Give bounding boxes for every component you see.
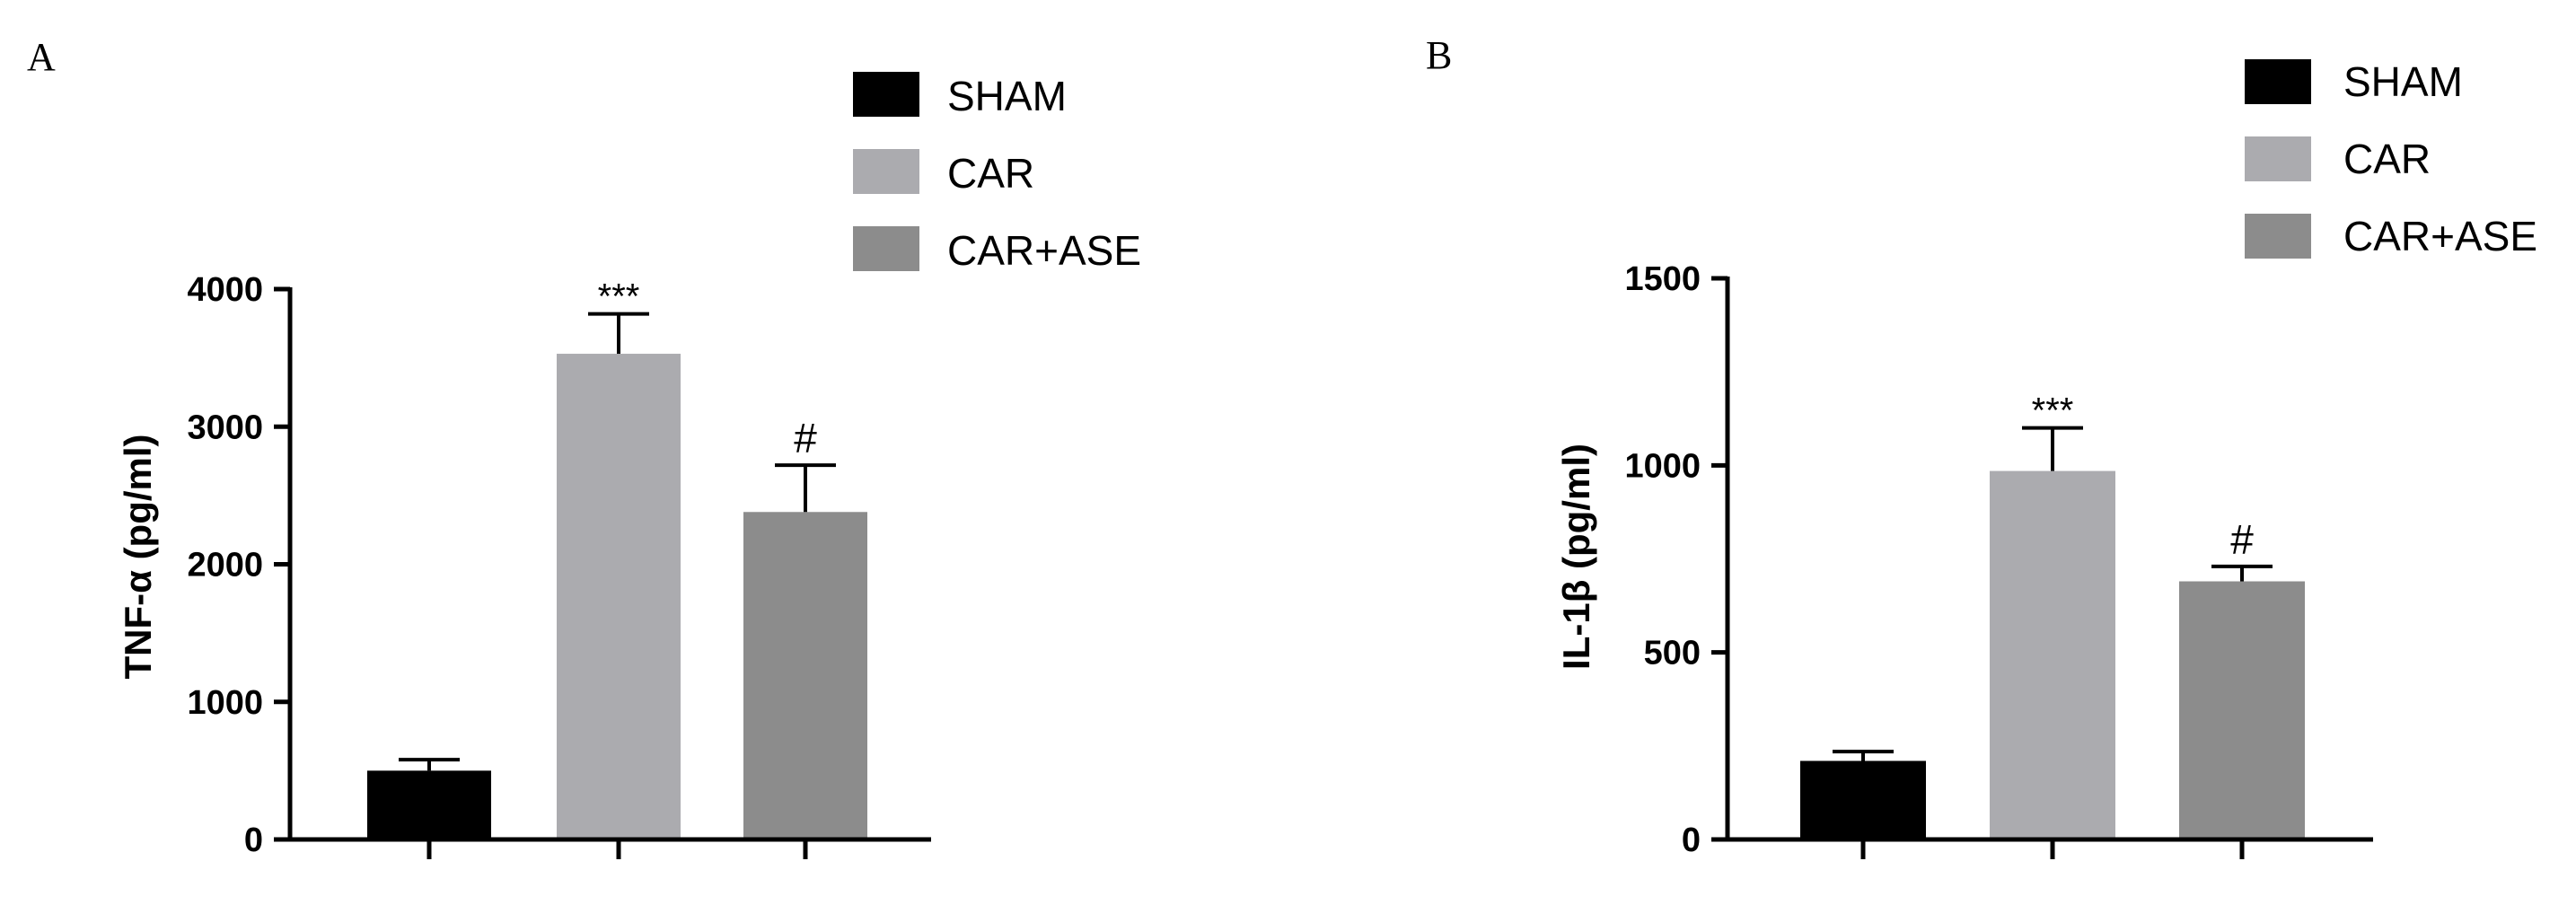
legend-swatch-car — [2245, 136, 2311, 181]
legend-item-sham: SHAM — [853, 72, 1067, 119]
axes — [287, 287, 931, 859]
bar-sham — [1800, 760, 1926, 839]
panel-letter: A — [27, 35, 56, 79]
legend-label-sham: SHAM — [2343, 58, 2463, 105]
legend-swatch-car-ase — [853, 226, 919, 271]
y-tick-label: 0 — [244, 822, 263, 859]
y-tick-label: 500 — [1644, 635, 1701, 672]
bar-group-sham — [367, 758, 491, 839]
bar-sham — [367, 770, 491, 839]
legend-swatch-car-ase — [2245, 214, 2311, 259]
bars: *** # — [1800, 391, 2305, 839]
y-axis-ticks: 0 500 1000 1500 — [1624, 260, 1728, 859]
y-tick-label: 1000 — [187, 684, 263, 722]
legend-swatch-sham — [2245, 59, 2311, 104]
bar-car-ase — [743, 512, 867, 839]
legend-item-car: CAR — [2245, 136, 2431, 182]
bar-group-sham — [1800, 750, 1926, 839]
legend-label-sham: SHAM — [947, 73, 1067, 119]
legend-label-car: CAR — [947, 150, 1034, 197]
legend-item-car: CAR — [853, 149, 1034, 197]
axes — [1725, 277, 2373, 859]
legend-swatch-car — [853, 149, 919, 194]
significance-label: *** — [598, 277, 640, 317]
bar-car — [1990, 470, 2115, 839]
legend-label-car-ase: CAR+ASE — [947, 227, 1141, 274]
panel-b: B SHAM CAR CAR+ASE IL-1β (pg/ml) 0 500 100… — [1426, 33, 2537, 859]
significance-label: # — [2230, 516, 2254, 563]
panel-letter: B — [1426, 33, 1452, 77]
y-tick-label: 1500 — [1624, 260, 1701, 298]
y-axis-title: TNF-α (pg/ml) — [117, 434, 159, 679]
bar-group-car: *** — [557, 277, 681, 840]
bars: *** # — [367, 277, 867, 840]
legend-item-sham: SHAM — [2245, 58, 2463, 105]
y-tick-label: 4000 — [187, 271, 263, 309]
bar-car-ase — [2179, 581, 2305, 839]
panel-a: A SHAM CAR CAR+ASE TNF-α (pg/ml) 0 1000 20… — [27, 35, 1141, 859]
legend-item-car-ase: CAR+ASE — [853, 226, 1141, 274]
y-tick-label: 2000 — [187, 547, 263, 584]
significance-label: # — [794, 415, 817, 461]
legend-item-car-ase: CAR+ASE — [2245, 213, 2537, 259]
significance-label: *** — [2032, 391, 2074, 431]
y-tick-label: 1000 — [1624, 447, 1701, 485]
legend: SHAM CAR CAR+ASE — [2245, 58, 2537, 259]
y-axis-title: IL-1β (pg/ml) — [1555, 444, 1597, 670]
y-axis-ticks: 0 1000 2000 3000 4000 — [187, 271, 290, 859]
y-tick-label: 0 — [1682, 822, 1701, 859]
legend-label-car-ase: CAR+ASE — [2343, 213, 2537, 259]
bar-group-car: *** — [1990, 391, 2115, 839]
legend-swatch-sham — [853, 72, 919, 117]
bar-group-car-ase: # — [743, 415, 867, 839]
legend-label-car: CAR — [2343, 136, 2431, 182]
bar-car — [557, 354, 681, 840]
bar-group-car-ase: # — [2179, 516, 2305, 839]
legend: SHAM CAR CAR+ASE — [853, 72, 1141, 274]
y-tick-label: 3000 — [187, 409, 263, 446]
